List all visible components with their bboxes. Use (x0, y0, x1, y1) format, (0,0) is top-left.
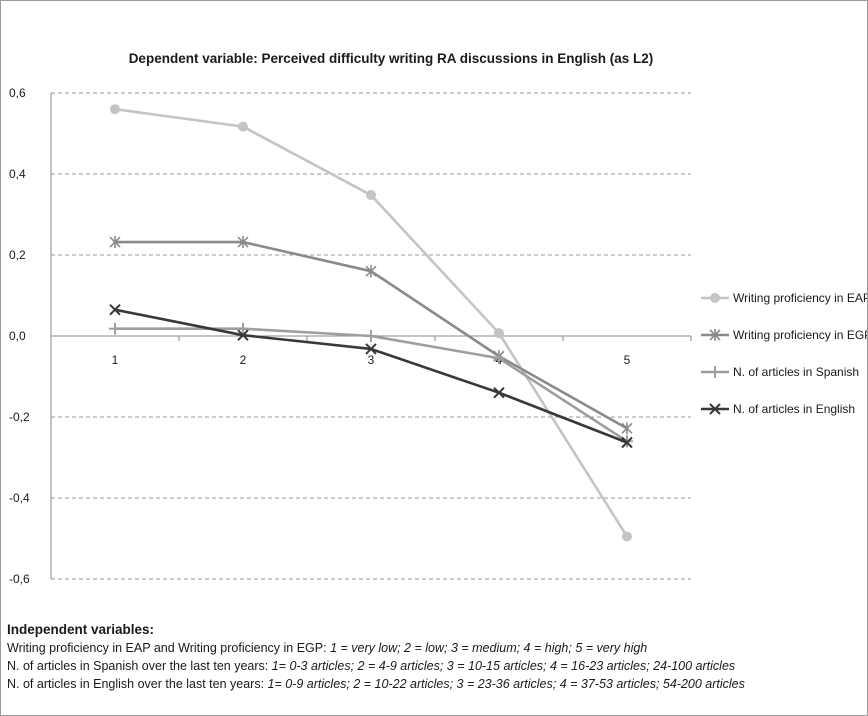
legend-item: Writing proficiency in EAP (701, 291, 867, 305)
marker-circle (110, 104, 120, 115)
series-1 (110, 104, 632, 542)
legend-item: N. of articles in English (701, 402, 855, 416)
x-tick-label: 2 (240, 353, 247, 367)
x-tick-label: 3 (368, 353, 375, 367)
line-chart: Dependent variable: Perceived difficulty… (9, 51, 867, 586)
notes-line-proficiency: Writing proficiency in EAP and Writing p… (7, 639, 863, 657)
legend-label: N. of articles in Spanish (733, 365, 859, 379)
y-tick-label: 0,4 (9, 167, 26, 181)
series-lines (109, 104, 633, 542)
notes-line-prefix: N. of articles in Spanish over the last … (7, 659, 272, 673)
chart-title: Dependent variable: Perceived difficulty… (129, 51, 654, 66)
series-4 (109, 303, 633, 449)
marker-circle (366, 190, 376, 201)
notes-heading: Independent variables: (7, 622, 155, 637)
legend-label: Writing proficiency in EAP (733, 291, 867, 305)
marker-circle (710, 293, 720, 303)
series-line (114, 107, 629, 538)
axes: 0,60,40,20,0-0,2-0,4-0,612345 (9, 86, 692, 586)
notes-line-prefix: N. of articles in English over the last … (7, 677, 268, 691)
marker-x (621, 436, 633, 449)
legend-item: Writing proficiency in EGP (701, 328, 867, 342)
gridlines (51, 92, 691, 580)
marker-circle (494, 328, 504, 339)
legend-label: N. of articles in English (733, 402, 855, 416)
marker-circle (622, 531, 632, 542)
marker-x (709, 403, 721, 415)
legend: Writing proficiency in EAP Writing profic… (701, 291, 867, 416)
notes-line-prefix: Writing proficiency in EAP and Writing p… (7, 641, 331, 655)
marker-x (365, 343, 377, 355)
notes-line-detail: 1= 0-9 articles; 2 = 10-22 articles; 3 =… (267, 677, 745, 691)
marker-x (237, 329, 249, 341)
legend-item: N. of articles in Spanish (701, 365, 859, 379)
y-tick-label: -0,6 (9, 572, 30, 586)
y-tick-label: 0,6 (9, 86, 26, 100)
marker-circle (238, 121, 248, 132)
y-tick-label: -0,4 (9, 491, 30, 505)
notes-line-detail: 1= 0-3 articles; 2 = 4-9 articles; 3 = 1… (271, 659, 736, 673)
x-tick-label: 5 (624, 353, 631, 367)
x-tick-label: 1 (112, 353, 119, 367)
marker-x (493, 386, 505, 399)
notes-line-english-articles: N. of articles in English over the last … (7, 675, 863, 693)
series-3 (109, 322, 633, 448)
marker-x (109, 303, 121, 316)
independent-variables-notes: Independent variables: Writing proficien… (7, 621, 863, 693)
legend-label: Writing proficiency in EGP (733, 328, 867, 342)
y-tick-label: -0,2 (9, 410, 30, 424)
y-tick-label: 0,0 (9, 329, 26, 343)
y-tick-label: 0,2 (9, 248, 26, 262)
notes-line-detail: 1 = very low; 2 = low; 3 = medium; 4 = h… (330, 641, 648, 655)
notes-line-spanish-articles: N. of articles in Spanish over the last … (7, 657, 863, 675)
